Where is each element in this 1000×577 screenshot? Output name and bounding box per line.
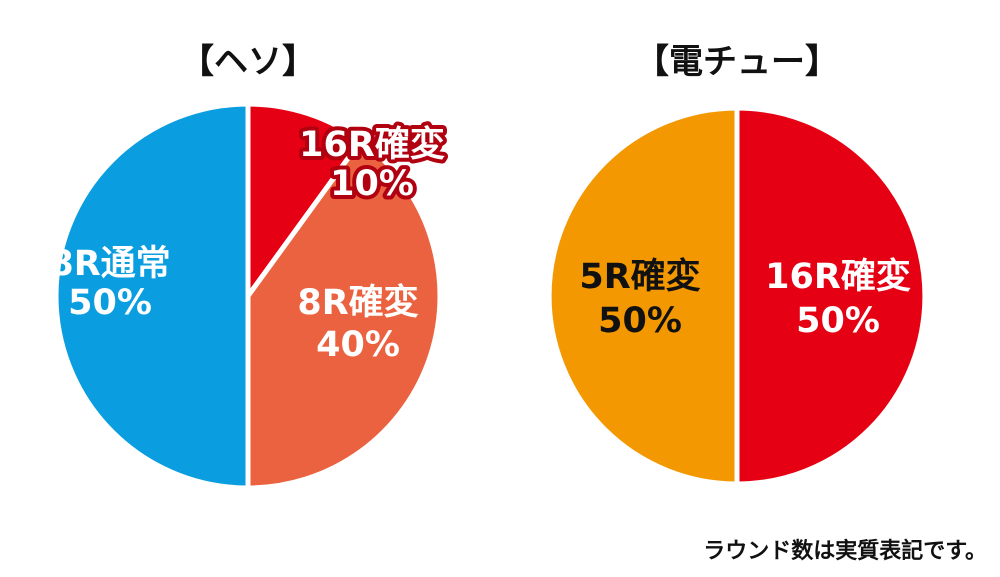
pie-slice-16R確変 bbox=[734, 105, 928, 487]
pie-slice-16R確変 bbox=[245, 101, 364, 299]
slice-label: 16R確変 bbox=[299, 124, 445, 165]
slice-label: 8R通常 bbox=[49, 244, 170, 284]
slice-percent: 50% bbox=[598, 301, 682, 341]
slice-percent: 50% bbox=[68, 283, 152, 323]
slice-label: 8R確変 bbox=[297, 282, 418, 323]
pie-slice-8R確変 bbox=[245, 138, 443, 491]
pie-slice-8R通常 bbox=[53, 101, 251, 491]
pie-slice-5R確変 bbox=[546, 105, 740, 487]
slice-label: 16R確変 bbox=[765, 256, 911, 297]
denchu-chart-title: 【電チュー】 bbox=[635, 42, 839, 82]
heso-chart-title: 【ヘソ】 bbox=[180, 42, 316, 82]
slice-percent: 50% bbox=[796, 301, 880, 341]
slice-label: 5R確変 bbox=[579, 256, 700, 297]
slice-percent: 10% bbox=[330, 164, 414, 204]
slice-percent: 40% bbox=[316, 325, 400, 365]
footnote: ラウンド数は実質表記です。 bbox=[703, 538, 987, 564]
